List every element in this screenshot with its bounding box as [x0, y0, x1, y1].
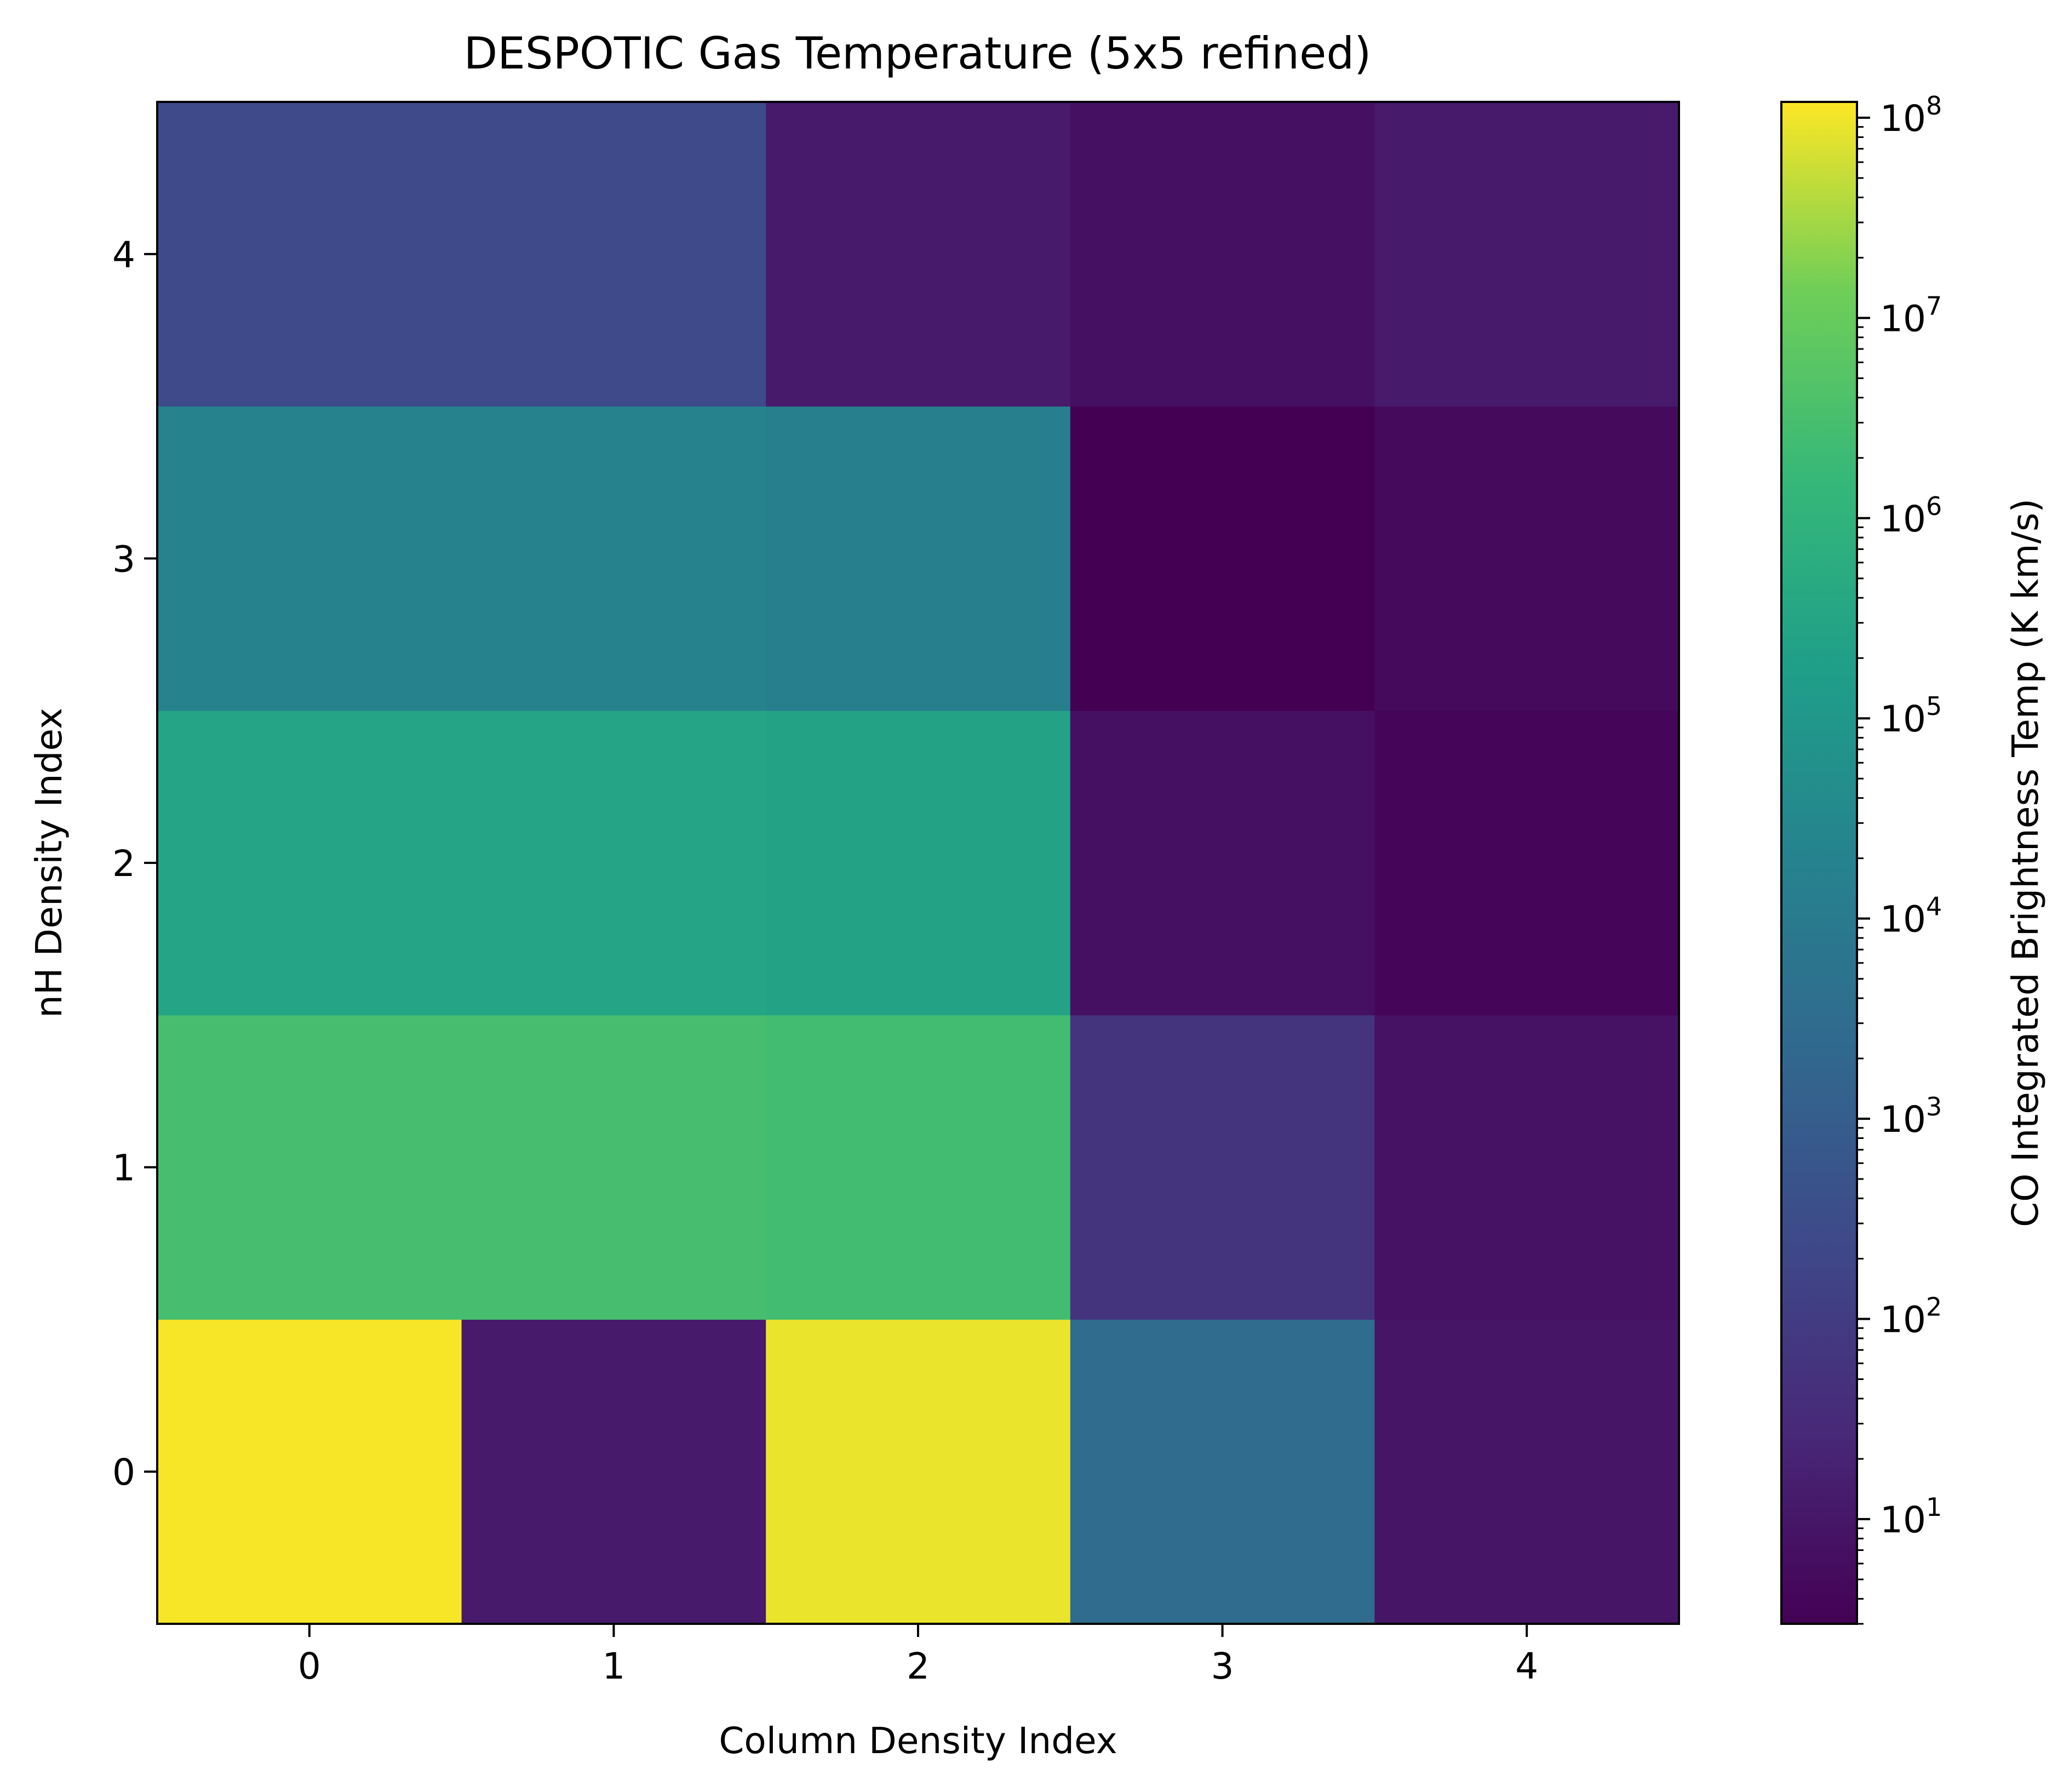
x-tick-label: 2: [907, 1645, 930, 1687]
x-tick-label: 3: [1211, 1645, 1234, 1687]
heatmap-cell-r2-c4: [1374, 711, 1679, 1016]
x-tick-label: 4: [1515, 1645, 1538, 1687]
y-tick-label: 4: [112, 234, 135, 276]
heatmap-cell-r2-c1: [461, 711, 766, 1016]
heatmap-cell-r3-c0: [157, 406, 462, 711]
colorbar-tick-label: 107: [1880, 291, 1942, 340]
colorbar-ticks: 101 102 103 104 105 106 107 108: [1857, 91, 1942, 1625]
heatmap-cell-r3-c2: [766, 406, 1071, 711]
heatmap-cell-r2-c0: [157, 711, 462, 1016]
heatmap-cell-r0-c3: [1070, 1319, 1375, 1624]
colorbar-tick-label: 105: [1880, 691, 1942, 740]
heatmap-cell-r4-c2: [766, 102, 1071, 407]
heatmap-cell-r1-c1: [461, 1015, 766, 1320]
heatmap-cell-r1-c2: [766, 1015, 1071, 1320]
heatmap-cell-r4-c1: [461, 102, 766, 407]
heatmap-cell-r3-c1: [461, 406, 766, 711]
heatmap-cell-r0-c4: [1374, 1319, 1679, 1624]
colorbar-tick-label: 104: [1880, 892, 1942, 941]
colorbar: [1780, 101, 1858, 1625]
y-axis-label: nH Density Index: [28, 708, 70, 1018]
colorbar-tick-label: 101: [1880, 1492, 1942, 1541]
y-axis-ticks: 0 1 2 3 4: [112, 234, 157, 1493]
colorbar-tick-label: 108: [1880, 91, 1942, 140]
heatmap-cell-r0-c2: [766, 1319, 1071, 1624]
heatmap-cell-r1-c4: [1374, 1015, 1679, 1320]
heatmap-cell-r4-c4: [1374, 102, 1679, 407]
x-tick-label: 1: [602, 1645, 625, 1687]
heatmap-cell-r2-c3: [1070, 711, 1375, 1016]
colorbar-tick-label: 106: [1880, 491, 1942, 540]
heatmap-cell-r0-c1: [461, 1319, 766, 1624]
colorbar-tick-label: 103: [1880, 1092, 1942, 1141]
y-tick-label: 0: [112, 1451, 135, 1493]
chart-title: DESPOTIC Gas Temperature (5x5 refined): [464, 28, 1372, 79]
y-tick-label: 2: [112, 843, 135, 885]
heatmap-cell-r2-c2: [766, 711, 1071, 1016]
heatmap-cell-r1-c0: [157, 1015, 462, 1320]
x-axis-ticks: 0 1 2 3 4: [298, 1624, 1538, 1687]
x-axis-label: Column Density Index: [719, 1720, 1117, 1762]
heatmap-cell-r0-c0: [157, 1319, 462, 1624]
heatmap-cell-r1-c3: [1070, 1015, 1375, 1320]
heatmap-cells: [157, 102, 1679, 1624]
colorbar-tick-label: 102: [1880, 1292, 1942, 1341]
x-tick-label: 0: [298, 1645, 321, 1687]
heatmap-cell-r3-c3: [1070, 406, 1375, 711]
heatmap-cell-r3-c4: [1374, 406, 1679, 711]
y-tick-label: 3: [112, 538, 135, 580]
colorbar-label: CO Integrated Brightness Temp (K km/s): [2004, 499, 2046, 1227]
heatmap-cell-r4-c0: [157, 102, 462, 407]
y-tick-label: 1: [112, 1147, 135, 1189]
heatmap-cell-r4-c3: [1070, 102, 1375, 407]
